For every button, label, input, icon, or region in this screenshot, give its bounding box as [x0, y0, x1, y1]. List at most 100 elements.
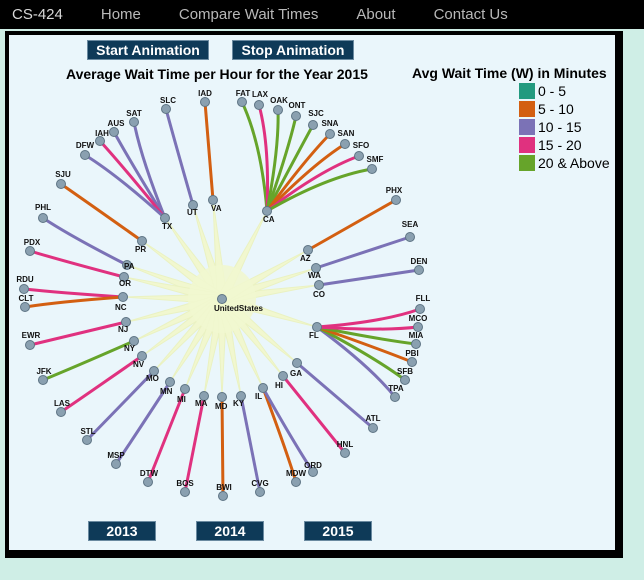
- airport-label: DEN: [411, 257, 428, 266]
- airport-label: SMF: [367, 155, 384, 164]
- state-label: AZ: [300, 254, 311, 263]
- airport-link: [98, 139, 167, 220]
- legend-swatch: [519, 101, 535, 117]
- airport-link: [265, 132, 332, 213]
- airport-label: SLC: [160, 96, 176, 105]
- state-node: [303, 245, 313, 255]
- year-2013-button[interactable]: 2013: [88, 521, 156, 541]
- airport-node: [38, 375, 48, 385]
- airport-label: IAD: [198, 89, 212, 98]
- airport-link: [28, 320, 128, 347]
- airport-label: OAK: [270, 96, 288, 105]
- airport-link: [59, 182, 144, 243]
- airport-node: [407, 357, 417, 367]
- state-label: NY: [124, 344, 136, 353]
- airport-node: [56, 179, 66, 189]
- airport-label: STL: [80, 427, 95, 436]
- legend-label: 20 & Above: [538, 155, 610, 171]
- year-2015-button[interactable]: 2015: [304, 521, 372, 541]
- airport-label: ATL: [366, 414, 381, 423]
- year-2014-button[interactable]: 2014: [196, 521, 264, 541]
- airport-label: RDU: [16, 275, 34, 284]
- airport-label: SNA: [322, 119, 339, 128]
- airport-link: [315, 325, 407, 382]
- airport-label: LAS: [54, 399, 71, 408]
- airport-link: [315, 325, 420, 331]
- airport-node: [218, 491, 228, 501]
- state-label: GA: [290, 369, 302, 378]
- airport-label: MSP: [107, 451, 125, 460]
- legend-label: 10 - 15: [538, 119, 582, 135]
- legend-label: 5 - 10: [538, 101, 574, 117]
- airport-link: [261, 386, 298, 484]
- airport-node: [390, 392, 400, 402]
- airport-node: [111, 459, 121, 469]
- airport-link: [41, 216, 129, 267]
- airport-node: [95, 136, 105, 146]
- airport-node: [354, 151, 364, 161]
- airport-link: [240, 100, 269, 213]
- state-node: [165, 377, 175, 387]
- airport-link: [265, 154, 361, 213]
- state-node: [312, 322, 322, 332]
- state-label: PA: [124, 262, 135, 271]
- airport-link: [257, 103, 270, 213]
- legend-item: 20 & Above: [519, 155, 610, 171]
- brand-title[interactable]: CS-424: [12, 6, 63, 23]
- airport-node: [414, 265, 424, 275]
- state-node: [292, 358, 302, 368]
- airport-link: [203, 100, 215, 202]
- airport-node: [180, 487, 190, 497]
- airport-node: [368, 423, 378, 433]
- airport-link: [59, 354, 144, 414]
- stop-animation-button[interactable]: Stop Animation: [232, 40, 354, 60]
- airport-label: MDW: [286, 469, 306, 478]
- airport-label: LAX: [252, 90, 269, 99]
- nav-about-link[interactable]: About: [356, 6, 396, 23]
- airport-link: [265, 108, 280, 213]
- state-label: MA: [195, 399, 208, 408]
- airport-link: [317, 268, 421, 287]
- airport-node: [25, 340, 35, 350]
- state-label: UT: [187, 208, 198, 217]
- airport-label: JFK: [36, 367, 51, 376]
- airport-node: [56, 407, 66, 417]
- state-label: CA: [263, 215, 275, 224]
- state-node: [262, 206, 272, 216]
- state-label: MN: [160, 387, 173, 396]
- airport-node: [161, 104, 171, 114]
- nav-home-link[interactable]: Home: [100, 6, 141, 23]
- airport-label: MCO: [409, 314, 428, 323]
- state-label: PR: [135, 245, 146, 254]
- state-node: [149, 366, 159, 376]
- legend-item: 0 - 5: [519, 83, 566, 99]
- nav-compare-link[interactable]: Compare Wait Times: [178, 6, 319, 23]
- airport-label: MIA: [409, 331, 424, 340]
- chart-title: Average Wait Time per Hour for the Year …: [66, 66, 368, 82]
- airport-link: [265, 114, 298, 213]
- airport-link: [239, 394, 262, 494]
- airport-node: [291, 477, 301, 487]
- start-animation-button[interactable]: Start Animation: [87, 40, 209, 60]
- state-node: [180, 384, 190, 394]
- airport-link: [28, 249, 126, 279]
- airport-link: [315, 325, 397, 399]
- airport-link: [314, 235, 412, 270]
- state-label: WA: [308, 271, 321, 280]
- airport-link: [220, 395, 225, 498]
- airport-label: SJU: [55, 170, 71, 179]
- airport-link: [295, 361, 375, 430]
- nav-contact-link[interactable]: Contact Us: [433, 6, 508, 23]
- airport-label: CVG: [251, 479, 268, 488]
- airport-label: BOS: [176, 479, 194, 488]
- airport-link: [265, 142, 347, 213]
- root-node: [217, 294, 227, 304]
- legend-item: 5 - 10: [519, 101, 574, 117]
- airport-node: [254, 100, 264, 110]
- state-node: [118, 292, 128, 302]
- legend-label: 0 - 5: [538, 83, 567, 99]
- airport-node: [20, 302, 30, 312]
- airport-node: [411, 339, 421, 349]
- state-node: [217, 392, 227, 402]
- state-node: [160, 213, 170, 223]
